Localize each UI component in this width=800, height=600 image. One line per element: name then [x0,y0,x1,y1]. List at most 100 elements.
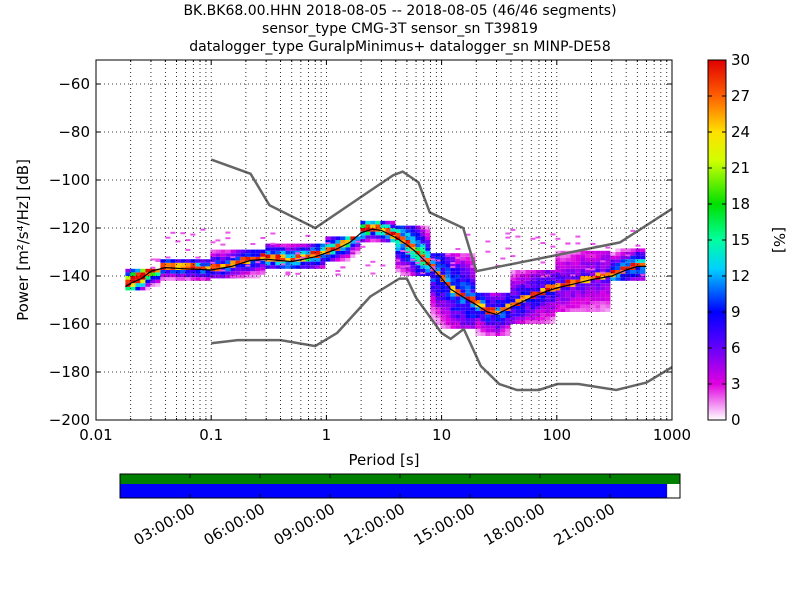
histogram-cell [430,274,436,279]
histogram-cell [465,292,471,297]
histogram-cell [580,268,586,273]
histogram-cell [175,262,181,267]
histogram-cell [590,279,596,284]
histogram-cell [570,265,576,269]
histogram-cell [550,316,556,321]
histogram-cell [190,262,196,267]
histogram-cell [125,276,131,280]
histogram-cell [160,262,166,267]
histogram-cell [520,280,526,285]
histogram-cell [460,282,466,286]
histogram-cell [435,318,441,322]
histogram-cell [635,255,641,260]
histogram-cell [190,270,196,274]
histogram-cell [320,254,326,258]
histogram-cell [545,302,551,306]
histogram-cell [265,254,271,258]
histogram-cell [600,261,606,266]
histogram-cell [555,258,561,262]
histogram-cell [580,265,586,269]
histogram-cell [570,294,576,298]
histogram-cell [455,289,461,293]
histogram-cell [365,228,371,232]
histogram-cell [285,261,291,266]
histogram-cell [560,279,566,284]
histogram-cell-sparse [530,237,536,240]
histogram-cell [370,238,376,243]
histogram-cell-sparse [190,233,196,236]
histogram-cell [455,303,461,308]
y-axis-label: Power [m²/s⁴/Hz] [dB] [14,159,32,321]
histogram-cell [555,272,561,276]
histogram-cell [445,307,451,311]
histogram-cell [625,248,631,252]
histogram-cell-sparse [335,270,341,272]
histogram-cell [465,325,471,329]
histogram-cell-sparse [340,266,346,269]
histogram-cell [575,250,581,255]
histogram-cell [600,258,606,262]
histogram-cell [510,280,516,285]
histogram-cell [460,253,466,257]
histogram-cell [610,252,616,256]
histogram-cell [480,321,486,326]
histogram-cell [155,276,161,280]
histogram-cell [415,250,421,255]
histogram-cell [515,270,521,274]
x-axis-label: Period [s] [348,451,419,469]
histogram-cell [565,265,571,269]
histogram-cell [445,314,451,318]
histogram-cell [525,306,531,310]
histogram-cell [315,261,321,266]
histogram-cell [425,240,431,244]
histogram-cell [615,270,621,274]
histogram-cell [250,256,256,261]
histogram-cell [520,309,526,314]
colorbar-tick-label: 0 [731,411,741,429]
histogram-cell [595,268,601,273]
histogram-cell [215,260,221,264]
histogram-cell [195,270,201,274]
colorbar-tick-label: 6 [731,339,741,357]
histogram-cell [520,288,526,292]
histogram-cell [565,258,571,262]
histogram-cell [585,301,591,305]
histogram-cell [555,297,561,302]
histogram-cell-sparse [150,266,156,269]
histogram-cell [230,256,236,261]
histogram-cell [280,258,286,262]
histogram-cell [585,276,591,280]
histogram-cell [425,254,431,258]
histogram-cell [600,283,606,287]
histogram-cell [395,225,401,230]
histogram-cell [450,296,456,300]
histogram-cell-sparse [510,255,516,258]
histogram-cell [540,270,546,274]
histogram-cell [250,274,256,279]
histogram-cell [640,252,646,256]
histogram-cell [140,283,146,287]
histogram-cell [385,224,391,228]
histogram-cell [415,225,421,230]
histogram-cell [245,253,251,257]
histogram-cell [605,276,611,280]
colorbar-tick-label: 9 [731,303,741,321]
histogram-cell [380,231,386,236]
histogram-cell [210,271,216,275]
histogram-cell [280,265,286,269]
histogram-cell [460,325,466,329]
histogram-cell [515,298,521,303]
histogram-cell [570,258,576,262]
histogram-cell [510,284,516,288]
histogram-cell [375,224,381,228]
histogram-cell [415,272,421,276]
histogram-cell [370,224,376,228]
histogram-cell [430,278,436,282]
histogram-cell [150,276,156,280]
histogram-cell-sparse [400,250,406,252]
histogram-cell [230,271,236,275]
histogram-cell [540,280,546,285]
histogram-cell [610,255,616,260]
histogram-cell [480,310,486,315]
histogram-cell [465,318,471,322]
